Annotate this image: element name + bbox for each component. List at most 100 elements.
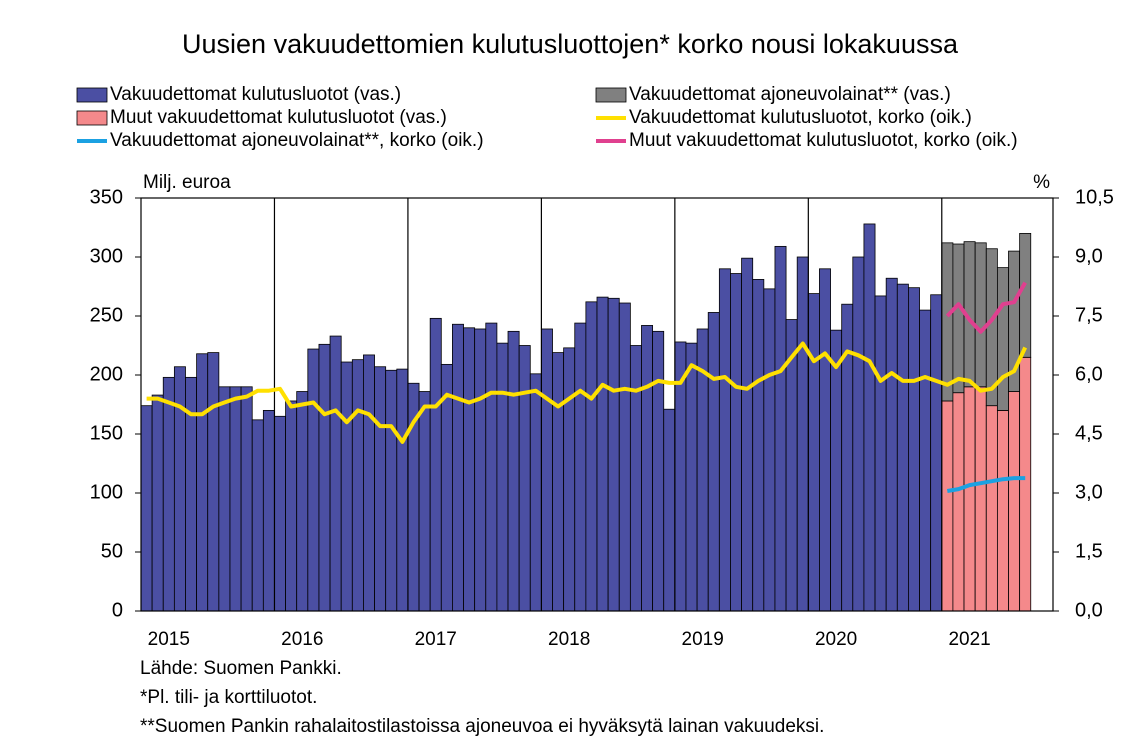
bar — [540, 328, 553, 612]
bar — [852, 256, 865, 612]
x-tick-label: 2021 — [948, 629, 990, 650]
bar — [863, 223, 876, 612]
legend-label: Vakuudettomat kulutusluotot, korko (oik.… — [629, 107, 972, 128]
bar — [796, 256, 809, 612]
bar — [463, 327, 476, 612]
note: Lähde: Suomen Pankki. — [140, 658, 342, 679]
y-tick-label: 250 — [90, 304, 123, 326]
line — [146, 341, 1028, 444]
bar — [774, 245, 787, 612]
y-tick-label: 300 — [90, 245, 123, 267]
bar — [819, 268, 831, 612]
bar — [251, 419, 264, 612]
bar — [607, 297, 620, 612]
bar — [374, 366, 387, 612]
legend-label: Vakuudettomat ajoneuvolainat** (vas.) — [629, 84, 951, 105]
legend-swatch — [76, 87, 108, 103]
y-tick-label: 50 — [101, 540, 123, 562]
x-tick-label: 2018 — [548, 629, 590, 650]
bar — [452, 323, 464, 612]
y-axis-label: Milj. euroa — [143, 172, 231, 193]
y2-tick-label: 4,5 — [1075, 422, 1103, 444]
bar — [418, 391, 431, 612]
bar — [585, 301, 598, 612]
bar — [474, 328, 487, 612]
legend-label: Vakuudettomat kulutusluotot (vas.) — [110, 84, 401, 105]
bar — [830, 329, 843, 612]
bar — [218, 386, 231, 612]
bar — [229, 386, 242, 612]
bar — [552, 352, 565, 612]
y-tick-label: 350 — [90, 186, 123, 208]
bar — [396, 368, 409, 612]
bar — [274, 415, 286, 612]
y2-tick-label: 0,0 — [1075, 599, 1103, 621]
bar — [329, 335, 342, 612]
bar — [874, 295, 887, 612]
bar — [896, 283, 909, 612]
bar — [307, 348, 320, 612]
legend-swatch — [76, 110, 108, 126]
bar — [207, 352, 220, 612]
bar — [240, 386, 253, 612]
bar — [985, 405, 998, 612]
legend-label: Muut vakuudettomat kulutusluotot (vas.) — [110, 107, 447, 128]
line — [946, 476, 1026, 493]
bar — [529, 373, 542, 612]
y2-tick-label: 6,0 — [1075, 363, 1103, 385]
bar — [574, 322, 587, 612]
legend-swatch — [595, 87, 627, 103]
bar — [952, 243, 965, 394]
plot-frame — [140, 197, 1054, 612]
bar — [807, 293, 820, 612]
bar — [496, 342, 509, 612]
bar — [752, 279, 765, 612]
legend-label: Muut vakuudettomat kulutusluotot, korko … — [629, 130, 1018, 151]
bar — [596, 296, 609, 612]
bar — [618, 302, 631, 612]
y-tick-label: 200 — [90, 363, 123, 385]
bar — [629, 345, 642, 612]
y2-axis-label: % — [1033, 172, 1050, 193]
bar — [974, 242, 987, 388]
note: **Suomen Pankin rahalaitostilastoissa aj… — [140, 716, 824, 737]
bar — [296, 391, 309, 612]
bar — [318, 343, 331, 612]
y2-tick-label: 10,5 — [1075, 186, 1114, 208]
x-tick-label: 2017 — [415, 629, 457, 650]
bar — [1019, 232, 1032, 358]
bar — [974, 386, 987, 612]
y-tick-label: 150 — [90, 422, 123, 444]
bar — [518, 345, 531, 612]
bar — [563, 347, 576, 612]
bar — [351, 359, 364, 612]
legend-label: Vakuudettomat ajoneuvolainat**, korko (o… — [110, 130, 484, 151]
bar — [919, 309, 932, 612]
note: *Pl. tili- ja korttiluotot. — [140, 687, 317, 708]
bar — [952, 392, 965, 612]
y2-tick-label: 9,0 — [1075, 245, 1103, 267]
bar — [140, 405, 153, 612]
y2-tick-label: 3,0 — [1075, 481, 1103, 503]
y-tick-label: 100 — [90, 481, 123, 503]
bar — [707, 312, 720, 612]
bar — [963, 386, 976, 612]
bar — [885, 277, 898, 612]
y-tick-label: 0 — [112, 599, 123, 621]
y2-tick-label: 1,5 — [1075, 540, 1103, 562]
line — [945, 281, 1027, 334]
bar — [741, 257, 754, 612]
bar — [429, 317, 442, 612]
bar — [941, 242, 954, 402]
bar — [930, 294, 943, 612]
bar — [941, 400, 954, 612]
x-tick-label: 2015 — [148, 629, 190, 650]
bar — [730, 273, 742, 612]
y2-tick-label: 7,5 — [1075, 304, 1103, 326]
bar — [996, 267, 1009, 411]
bar — [507, 330, 520, 612]
bar — [340, 361, 353, 612]
bar — [262, 409, 275, 612]
bar — [996, 409, 1009, 612]
